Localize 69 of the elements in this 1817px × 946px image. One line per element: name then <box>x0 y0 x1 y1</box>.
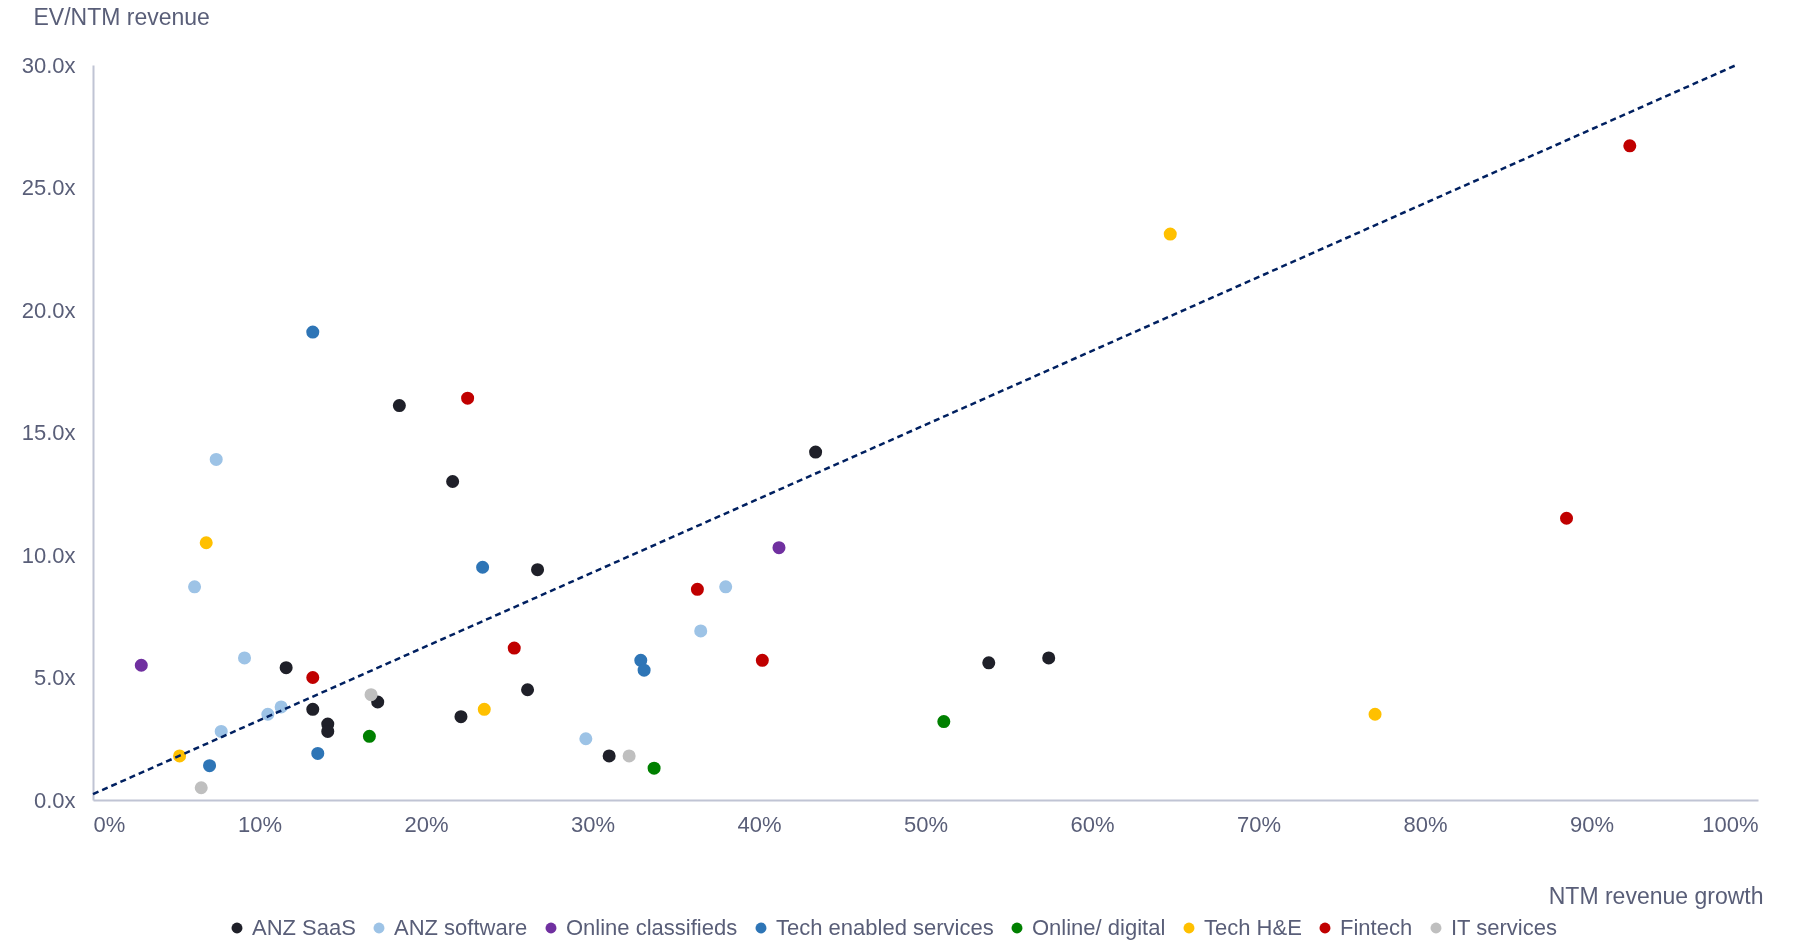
legend-label: Tech enabled services <box>776 915 994 940</box>
point <box>461 391 475 405</box>
x-tick-label: 10% <box>237 811 283 837</box>
point <box>690 582 704 596</box>
legend-label: IT services <box>1451 915 1557 940</box>
legend-label: Online classifieds <box>566 915 738 940</box>
point <box>188 580 202 594</box>
legend-label: ANZ software <box>394 915 528 940</box>
point <box>362 729 376 743</box>
x-tick-label: 30% <box>570 811 616 837</box>
point <box>602 749 616 763</box>
point <box>311 746 325 760</box>
point <box>694 624 708 638</box>
point <box>982 656 996 670</box>
x-tick-label: 70% <box>1236 811 1282 837</box>
x-tick-label: 0% <box>93 811 126 837</box>
point <box>238 651 252 665</box>
point <box>203 759 217 773</box>
y-tick-label: 30.0x <box>21 52 76 78</box>
point <box>809 445 823 459</box>
x-tick-label: 80% <box>1403 811 1448 837</box>
x-tick-label: 90% <box>1569 811 1615 837</box>
x-tick-label: 60% <box>1070 811 1115 837</box>
point <box>719 580 733 594</box>
point <box>647 761 661 775</box>
point <box>364 688 378 702</box>
point <box>194 781 208 795</box>
y-tick-label: 15.0x <box>21 420 76 445</box>
point <box>579 732 593 746</box>
x-tick-label: 50% <box>903 811 949 837</box>
point <box>209 452 223 466</box>
point <box>755 653 769 667</box>
point <box>772 541 786 555</box>
legend-label: ANZ SaaS <box>252 915 356 940</box>
point <box>306 670 320 685</box>
point <box>306 325 320 339</box>
point <box>476 560 490 574</box>
point <box>454 710 468 724</box>
y-tick-label: 10.0x <box>21 542 76 568</box>
y-tick-label: 0.0x <box>33 787 76 813</box>
point <box>1560 511 1574 525</box>
point <box>622 749 636 763</box>
point <box>279 661 293 675</box>
point <box>521 683 535 697</box>
point <box>306 702 320 716</box>
x-axis-title: NTM revenue growth <box>1548 882 1764 909</box>
point <box>1368 707 1382 721</box>
point <box>507 641 521 655</box>
legend-label: Fintech <box>1340 915 1413 940</box>
point <box>446 474 460 489</box>
point <box>134 658 148 672</box>
legend-label: Online/ digital <box>1032 915 1166 940</box>
y-tick-label: 5.0x <box>33 665 76 690</box>
y-tick-label: 20.0x <box>21 297 76 323</box>
point <box>531 563 545 577</box>
point <box>199 536 213 550</box>
point <box>1042 651 1056 665</box>
point <box>1623 139 1637 153</box>
x-tick-label: 20% <box>404 811 449 837</box>
y-tick-label: 25.0x <box>21 175 76 200</box>
point <box>477 702 491 716</box>
x-tick-label: 40% <box>737 811 782 837</box>
point <box>1163 227 1177 241</box>
x-tick-label: 100% <box>1702 811 1759 837</box>
point <box>937 715 951 729</box>
legend-label: Tech H&E <box>1204 915 1302 940</box>
y-axis-title: EV/NTM revenue <box>33 3 210 30</box>
point <box>392 399 406 413</box>
point <box>637 663 651 677</box>
